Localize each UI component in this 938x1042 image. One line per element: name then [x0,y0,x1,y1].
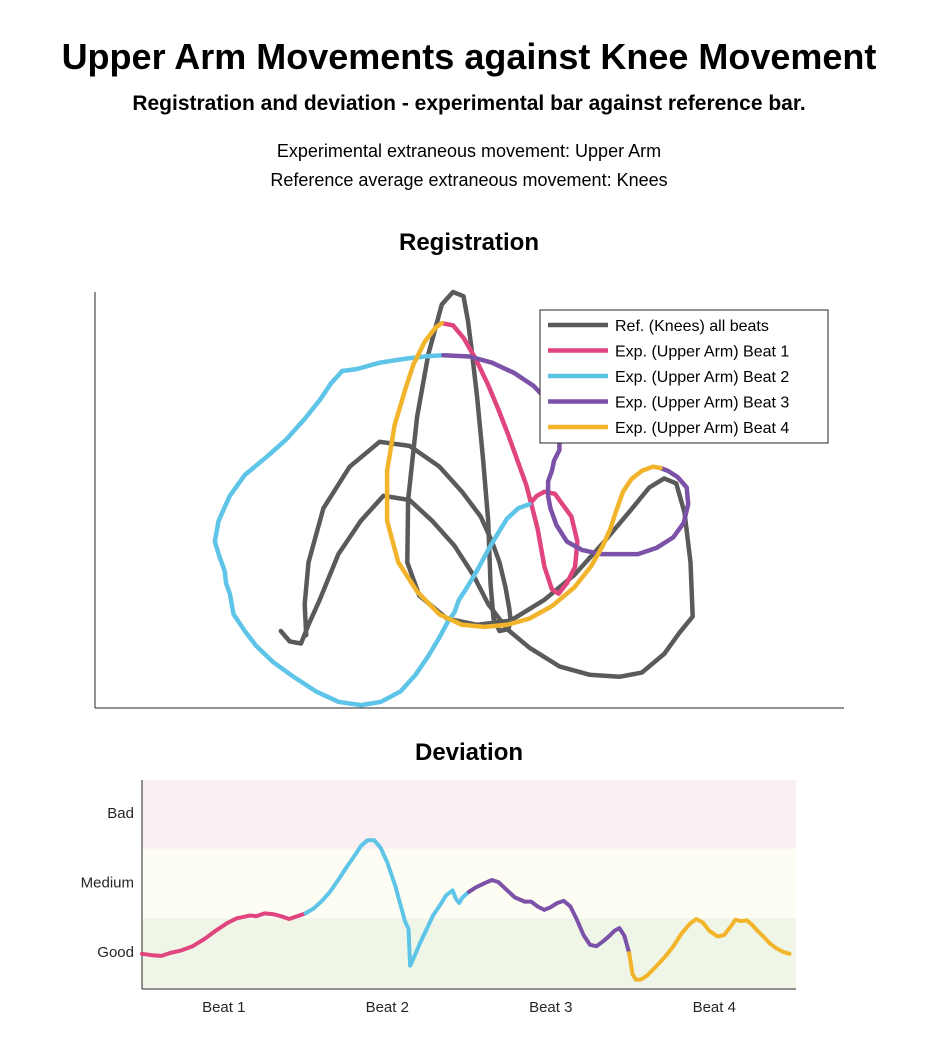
legend-label-5: Exp. (Upper Arm) Beat 4 [615,420,789,437]
registration-series-3 [212,352,532,708]
x-tick-beat-2: Beat 2 [366,999,409,1016]
deviation-series-beat-2 [303,838,471,968]
deviation-series-beat-1 [140,911,308,958]
reference-movement-label: Reference average extraneous movement: K… [270,170,668,190]
registration-legend: Ref. (Knees) all beats Exp. (Upper Arm) B… [539,309,829,444]
deviation-x-ticks: Beat 1 Beat 2 Beat 3 Beat 4 [202,999,736,1016]
registration-series-1 [278,289,695,680]
page-subtitle: Registration and deviation - experimenta… [132,92,806,115]
y-tick-medium: Medium [81,874,134,891]
registration-series-2 [439,320,580,596]
y-tick-bad: Bad [107,805,134,822]
deviation-series-beat-4 [627,917,792,982]
deviation-series-beat-3 [467,878,632,956]
registration-title: Registration [399,229,539,256]
experimental-movement-label: Experimental extraneous movement: Upper … [276,141,662,161]
legend-label-4: Exp. (Upper Arm) Beat 3 [615,395,789,412]
x-tick-beat-1: Beat 1 [202,999,245,1016]
band-medium [142,848,796,919]
band-bad [142,780,796,849]
page-title: Upper Arm Movements against Knee Movemen… [61,36,877,77]
x-tick-beat-3: Beat 3 [529,999,572,1016]
deviation-y-ticks: Good Medium Bad [81,805,134,961]
deviation-bands [142,780,796,988]
registration-series-5 [384,320,663,630]
legend-label-2: Exp. (Upper Arm) Beat 1 [615,344,789,361]
legend-label-3: Exp. (Upper Arm) Beat 2 [615,369,789,386]
deviation-lines [140,838,792,982]
legend-label-1: Ref. (Knees) all beats [615,318,769,335]
y-tick-good: Good [97,944,134,961]
deviation-title: Deviation [415,739,523,766]
band-good [142,918,796,988]
x-tick-beat-4: Beat 4 [693,999,736,1016]
registration-chart: Registration Ref. (Knees) all beats Exp. … [94,229,844,709]
